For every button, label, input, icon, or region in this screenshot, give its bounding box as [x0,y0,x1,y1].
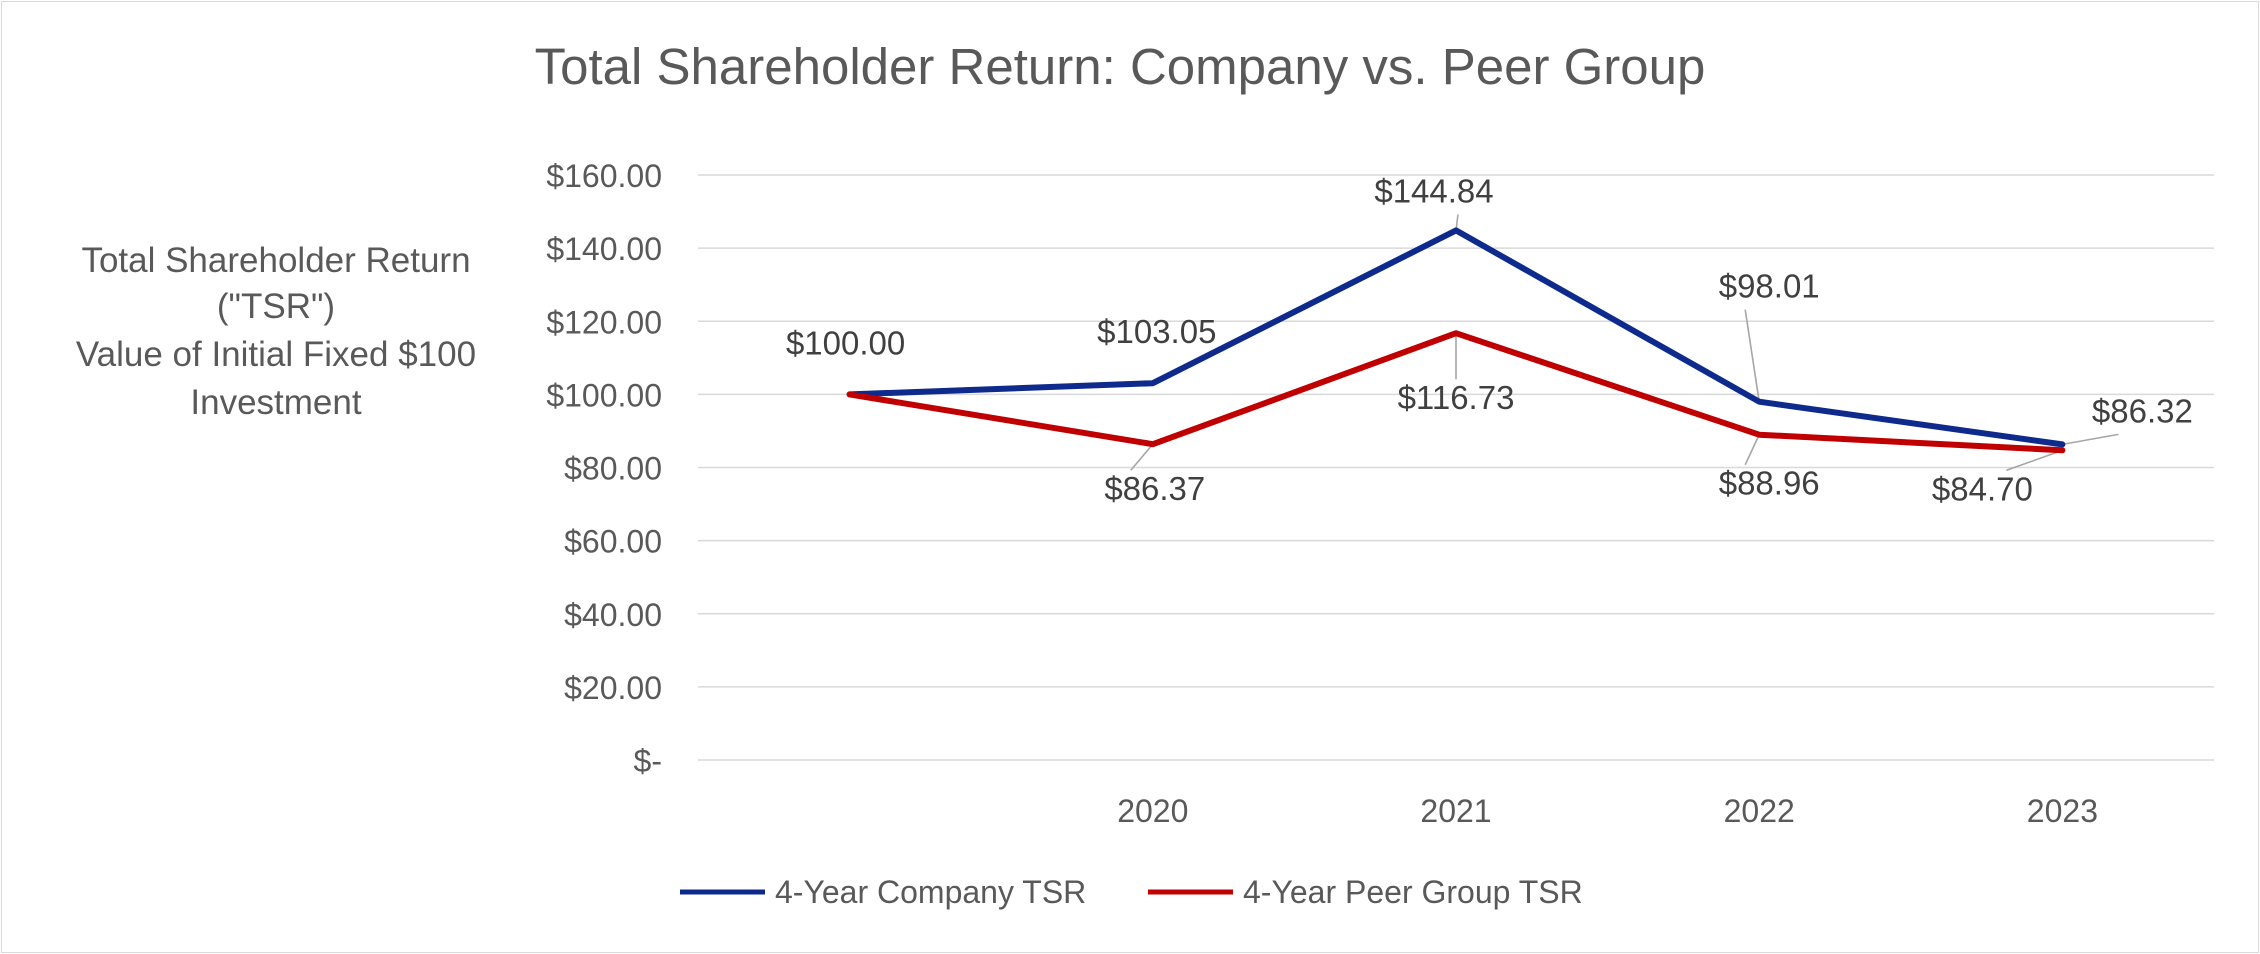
x-tick-label: 2022 [1724,793,1795,829]
y-tick-label: $60.00 [564,524,662,560]
data-label-leader [1744,434,1760,466]
y-tick-label: $80.00 [564,451,662,487]
y-axis-label-line-1: Total Shareholder Return [81,241,470,280]
legend-label-company: 4-Year Company TSR [775,874,1086,910]
x-axis-ticks: 2020 2021 2022 2023 [1117,793,2098,829]
data-label-leader [1130,443,1154,471]
data-label-leader [2062,433,2119,446]
gridlines [698,174,2214,761]
chart-title: Total Shareholder Return: Company vs. Pe… [535,38,1706,95]
data-label-peer: $116.73 [1398,379,1515,416]
data-label-peer: $88.96 [1719,465,1820,502]
x-tick-label: 2020 [1117,793,1188,829]
data-label-company: $98.01 [1719,268,1820,305]
data-label-peer: $86.37 [1104,470,1205,507]
data-label-company: $100.00 [786,324,905,361]
y-axis-ticks: $160.00 $140.00 $120.00 $100.00 $80.00 $60.00… [546,158,662,779]
x-tick-label: 2023 [2027,793,2098,829]
y-tick-label: $- [634,743,662,779]
y-axis-label-line-3: Value of Initial Fixed $100 [76,335,476,374]
data-label-company: $86.32 [2092,392,2193,429]
y-tick-label: $40.00 [564,597,662,633]
data-label-company: $144.84 [1374,172,1493,209]
y-axis-label-line-2: ("TSR") [217,287,335,326]
data-label-company: $103.05 [1097,313,1216,350]
data-labels: $100.00 $103.05 $144.84 $98.01 $86.32 $86.37 $… [786,172,2193,507]
y-axis-label-line-4: Investment [190,383,361,422]
y-tick-label: $160.00 [546,158,662,194]
data-label-peer: $84.70 [1932,470,2033,507]
x-tick-label: 2021 [1420,793,1491,829]
y-tick-label: $20.00 [564,670,662,706]
data-label-leader [2006,449,2063,472]
data-label-leader [1744,309,1760,402]
y-tick-label: $120.00 [546,304,662,340]
y-tick-label: $140.00 [546,231,662,267]
legend-label-peer: 4-Year Peer Group TSR [1243,874,1583,910]
y-tick-label: $100.00 [546,377,662,413]
series-lines [846,227,2066,454]
legend: 4-Year Company TSR 4-Year Peer Group TSR [680,874,1583,910]
